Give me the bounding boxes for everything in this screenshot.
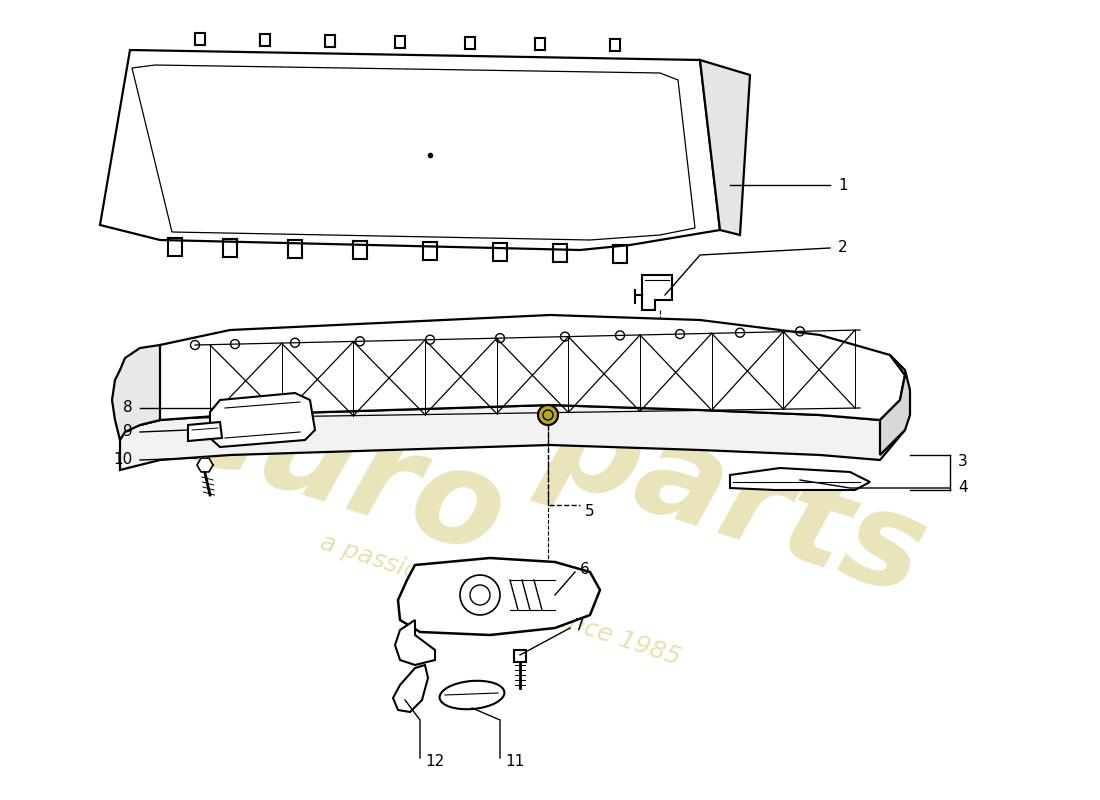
Polygon shape	[120, 315, 905, 430]
Ellipse shape	[440, 681, 505, 710]
Text: 5: 5	[585, 505, 595, 519]
Text: 9: 9	[123, 425, 133, 439]
Text: 10: 10	[113, 453, 133, 467]
Polygon shape	[514, 650, 526, 662]
Polygon shape	[188, 422, 222, 441]
Polygon shape	[100, 50, 721, 250]
Text: parts: parts	[530, 379, 940, 621]
Polygon shape	[880, 355, 910, 455]
Polygon shape	[112, 345, 160, 440]
Text: 4: 4	[958, 481, 968, 495]
Polygon shape	[395, 620, 434, 665]
Text: 7: 7	[575, 618, 584, 633]
Polygon shape	[730, 468, 870, 490]
Text: 6: 6	[580, 562, 590, 578]
Polygon shape	[393, 665, 428, 712]
Text: euro: euro	[158, 357, 520, 583]
Polygon shape	[398, 558, 600, 635]
Text: 12: 12	[425, 754, 444, 770]
Text: 3: 3	[958, 454, 968, 470]
Polygon shape	[120, 375, 905, 470]
Polygon shape	[642, 275, 672, 310]
Text: a passion for parts since 1985: a passion for parts since 1985	[317, 530, 683, 670]
Polygon shape	[210, 393, 315, 447]
Circle shape	[538, 405, 558, 425]
Text: 11: 11	[505, 754, 525, 770]
Polygon shape	[197, 458, 213, 472]
Text: 8: 8	[123, 401, 133, 415]
Text: 2: 2	[838, 241, 848, 255]
Polygon shape	[700, 60, 750, 235]
Text: 1: 1	[838, 178, 848, 193]
